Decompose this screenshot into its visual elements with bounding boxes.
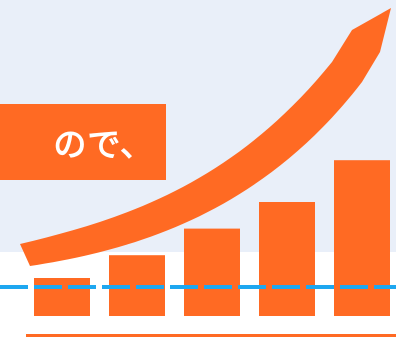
bottom-divider bbox=[26, 334, 396, 337]
bar-4 bbox=[259, 202, 315, 316]
bar-3 bbox=[184, 228, 240, 316]
bar-1 bbox=[34, 278, 90, 316]
bars-group bbox=[34, 160, 390, 316]
bar-5 bbox=[334, 160, 390, 316]
headline-banner: ので、 bbox=[0, 104, 166, 180]
trend-arrow-icon bbox=[20, 8, 391, 266]
